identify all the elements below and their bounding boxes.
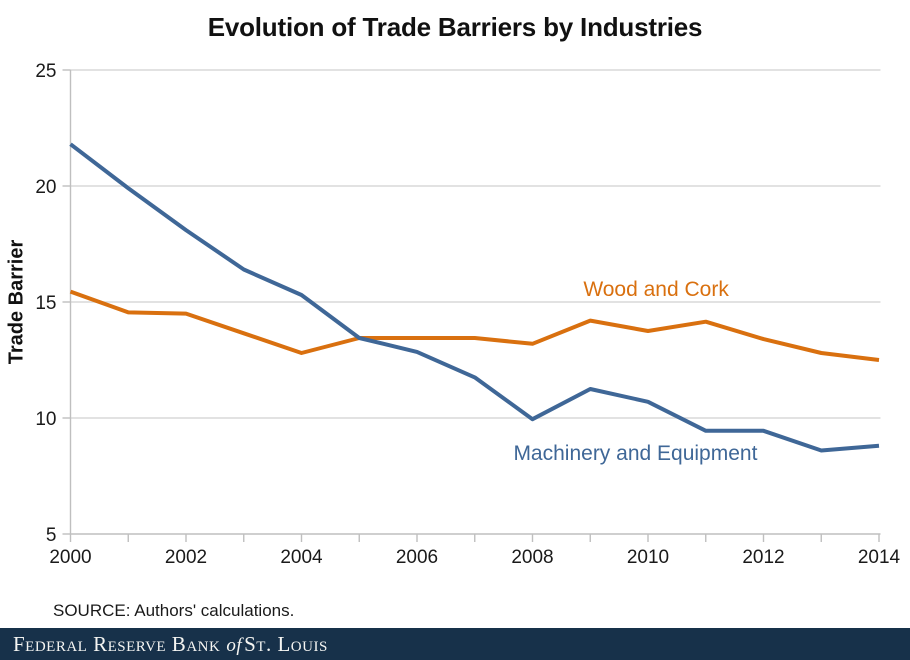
series-line-machinery-and-equipment [69,142,880,453]
footer-bank-suffix: St. Louis [244,631,328,656]
xtick-label-2008: 2008 [511,547,553,568]
chart-title: Evolution of Trade Barriers by Industrie… [207,12,703,42]
ytick-label-20: 20 [35,177,56,198]
ytick-label-10: 10 [35,409,56,430]
ytick-label-15: 15 [35,293,56,314]
series-label-machinery-and-equipment: Machinery and Equipment [513,442,757,465]
xtick-label-2006: 2006 [396,547,438,568]
xtick-label-2000: 2000 [49,547,91,568]
xtick-label-2014: 2014 [858,547,901,568]
xtick-label-2004: 2004 [280,547,323,568]
xtick-label-2010: 2010 [627,547,669,568]
xtick-label-2012: 2012 [742,547,784,568]
source-note: SOURCE: Authors' calculations. [53,601,295,620]
footer-bar: Federal Reserve Bank ofSt. Louis [0,628,910,660]
footer-bank-prefix: Federal Reserve Bank [13,631,221,656]
ytick-label-25: 25 [35,61,56,82]
xtick-label-2002: 2002 [165,547,207,568]
series-label-wood-and-cork: Wood and Cork [583,278,729,301]
series-line-wood-and-cork [69,289,880,362]
line-chart: 5 10 15 20 25 2000 2002 2004 2006 2008 2010 2012 201… [35,61,901,568]
ytick-label-5: 5 [46,525,57,546]
footer-of-word: of [226,634,243,656]
footer-bank-name: Federal Reserve Bank ofSt. Louis [0,632,328,657]
